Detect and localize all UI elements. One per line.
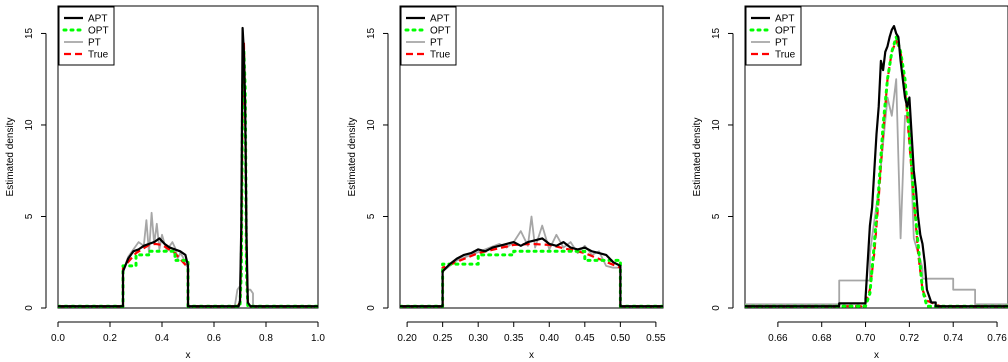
y-axis: 0 5 10 15 Estimated density bbox=[5, 27, 47, 311]
y-tick-label: 15 bbox=[711, 27, 722, 39]
series-line-apt bbox=[58, 26, 318, 308]
x-tick-label: 0.25 bbox=[433, 333, 453, 344]
y-tick-label: 15 bbox=[366, 27, 377, 39]
y-axis-title: Estimated density bbox=[347, 118, 358, 197]
x-tick-label: 0.8 bbox=[259, 333, 273, 344]
y-tick-label: 5 bbox=[366, 213, 377, 219]
legend-label-opt: OPT bbox=[775, 26, 796, 37]
series-line-pt bbox=[745, 78, 1008, 306]
series-line-opt bbox=[745, 35, 1008, 308]
y-axis-title: Estimated density bbox=[5, 118, 16, 197]
y-tick-label: 10 bbox=[24, 119, 35, 131]
series-line-pt bbox=[400, 215, 663, 308]
y-tick-label: 0 bbox=[711, 305, 722, 311]
y-axis: 0 5 10 15 Estimated density bbox=[347, 27, 389, 311]
x-tick-label: 0.35 bbox=[504, 333, 524, 344]
x-tick-label: 0.4 bbox=[155, 333, 169, 344]
legend-label-apt: APT bbox=[430, 14, 449, 25]
x-tick-label: 0.40 bbox=[540, 333, 560, 344]
x-tick-label: 0.55 bbox=[646, 333, 666, 344]
series-line-true bbox=[745, 39, 1008, 308]
density-panel-left-bump: 0.20 0.25 0.30 0.35 0.40 0.45 0.50 0.55 x 0 5 10 15 E… bbox=[347, 5, 666, 361]
legend-box bbox=[400, 6, 457, 66]
x-tick-label: 0.76 bbox=[987, 333, 1007, 344]
legend-label-pt: PT bbox=[775, 38, 788, 49]
y-tick-label: 15 bbox=[24, 27, 35, 39]
x-tick-label: 0.72 bbox=[900, 333, 920, 344]
y-tick-label: 10 bbox=[711, 119, 722, 131]
legend-label-pt: PT bbox=[88, 38, 101, 49]
series-line-apt bbox=[745, 25, 1008, 308]
x-axis: 0.20 0.25 0.30 0.35 0.40 0.45 0.50 0.55 x bbox=[397, 321, 666, 361]
x-tick-label: 0.45 bbox=[575, 333, 595, 344]
x-axis-title: x bbox=[529, 350, 534, 361]
series-line-true bbox=[58, 41, 318, 308]
legend-label-true: True bbox=[88, 50, 109, 61]
density-panel-full-range: 0.0 0.2 0.4 0.6 0.8 1.0 x 0 5 10 15 Estimated densi… bbox=[5, 5, 325, 361]
legend-label-true: True bbox=[775, 50, 796, 61]
x-tick-label: 0.68 bbox=[812, 333, 832, 344]
x-axis: 0.66 0.68 0.70 0.72 0.74 0.76 x bbox=[768, 321, 1007, 361]
y-tick-label: 5 bbox=[24, 213, 35, 219]
x-axis: 0.0 0.2 0.4 0.6 0.8 1.0 x bbox=[51, 321, 325, 361]
plot-frame bbox=[57, 5, 319, 309]
x-tick-label: 0.70 bbox=[856, 333, 876, 344]
legend-box bbox=[58, 6, 115, 66]
legend-label-apt: APT bbox=[775, 14, 794, 25]
x-tick-label: 0.0 bbox=[51, 333, 65, 344]
y-tick-label: 5 bbox=[711, 213, 722, 219]
y-tick-label: 0 bbox=[366, 305, 377, 311]
legend-label-opt: OPT bbox=[88, 26, 109, 37]
x-axis-title: x bbox=[186, 350, 191, 361]
legend-label-true: True bbox=[430, 50, 451, 61]
x-tick-label: 0.30 bbox=[468, 333, 488, 344]
x-tick-label: 0.74 bbox=[943, 333, 963, 344]
y-axis: 0 5 10 15 Estimated density bbox=[692, 27, 734, 311]
plot-frame bbox=[744, 5, 1008, 309]
plot-frame bbox=[399, 5, 664, 309]
x-tick-label: 0.20 bbox=[397, 333, 417, 344]
x-tick-label: 0.2 bbox=[103, 333, 117, 344]
y-tick-label: 0 bbox=[24, 305, 35, 311]
legend-label-opt: OPT bbox=[430, 26, 451, 37]
legend-box bbox=[745, 6, 802, 66]
legend-label-pt: PT bbox=[430, 38, 443, 49]
density-panel-peak: 0.66 0.68 0.70 0.72 0.74 0.76 x 0 5 10 15 Estimated… bbox=[692, 5, 1008, 361]
x-tick-label: 1.0 bbox=[311, 333, 325, 344]
series-line-apt bbox=[400, 237, 663, 308]
series-line-true bbox=[400, 242, 663, 308]
x-tick-label: 0.66 bbox=[768, 333, 788, 344]
x-tick-label: 0.6 bbox=[207, 333, 221, 344]
y-tick-label: 10 bbox=[366, 119, 377, 131]
x-tick-label: 0.50 bbox=[611, 333, 631, 344]
x-axis-title: x bbox=[874, 350, 879, 361]
legend-label-apt: APT bbox=[88, 14, 107, 25]
y-axis-title: Estimated density bbox=[692, 118, 703, 197]
series-line-opt bbox=[400, 249, 663, 308]
